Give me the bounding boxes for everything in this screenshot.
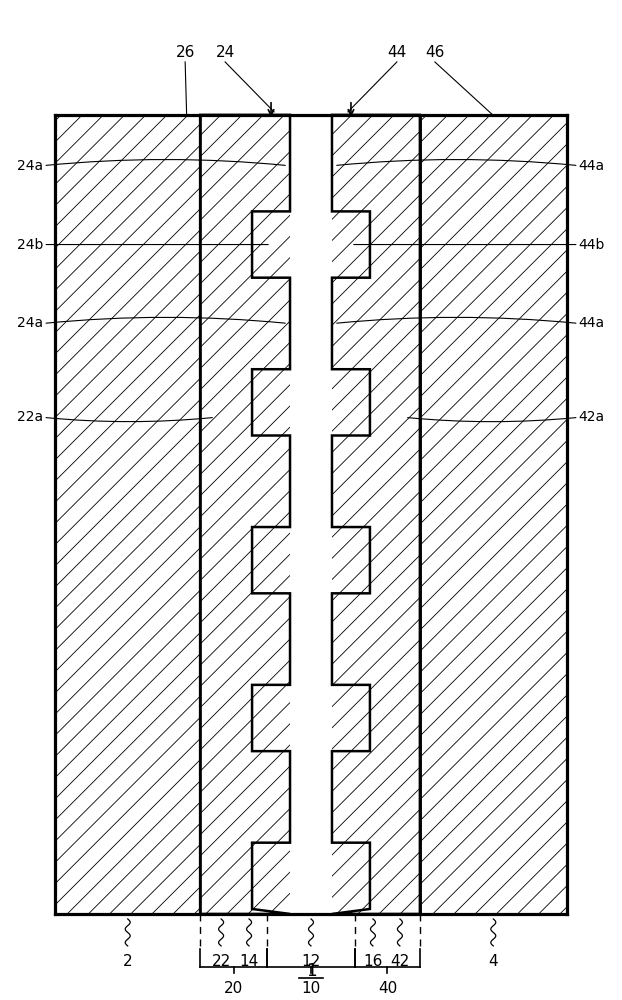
Polygon shape xyxy=(55,115,200,914)
Bar xyxy=(332,843,370,909)
Text: 42a: 42a xyxy=(578,410,605,424)
Text: 24a: 24a xyxy=(17,159,44,173)
Polygon shape xyxy=(200,115,290,914)
Bar xyxy=(267,115,355,914)
Text: 24a: 24a xyxy=(17,316,44,330)
Text: 26: 26 xyxy=(175,45,195,60)
Text: 46: 46 xyxy=(425,45,445,60)
Bar xyxy=(332,527,370,593)
Text: 2: 2 xyxy=(123,954,132,969)
Bar xyxy=(252,369,290,436)
Text: 44b: 44b xyxy=(578,238,605,252)
Bar xyxy=(252,527,290,593)
Text: 10: 10 xyxy=(302,981,320,996)
Text: 44: 44 xyxy=(388,45,407,60)
Text: 24: 24 xyxy=(215,45,234,60)
Text: 1: 1 xyxy=(305,962,317,980)
Text: 20: 20 xyxy=(224,981,243,996)
Bar xyxy=(252,211,290,278)
Text: 22: 22 xyxy=(211,954,231,969)
Text: 44a: 44a xyxy=(578,316,605,330)
Text: 12: 12 xyxy=(302,954,320,969)
Bar xyxy=(252,685,290,751)
Text: 40: 40 xyxy=(378,981,397,996)
Text: 44a: 44a xyxy=(578,159,605,173)
Polygon shape xyxy=(420,115,567,914)
Bar xyxy=(332,211,370,278)
Text: 22a: 22a xyxy=(17,410,44,424)
Text: 24b: 24b xyxy=(17,238,44,252)
Text: 14: 14 xyxy=(239,954,259,969)
Bar xyxy=(332,369,370,436)
Text: 42: 42 xyxy=(390,954,409,969)
Bar xyxy=(332,685,370,751)
Text: 16: 16 xyxy=(363,954,383,969)
Bar xyxy=(252,843,290,909)
Text: 4: 4 xyxy=(488,954,498,969)
Polygon shape xyxy=(332,115,420,914)
